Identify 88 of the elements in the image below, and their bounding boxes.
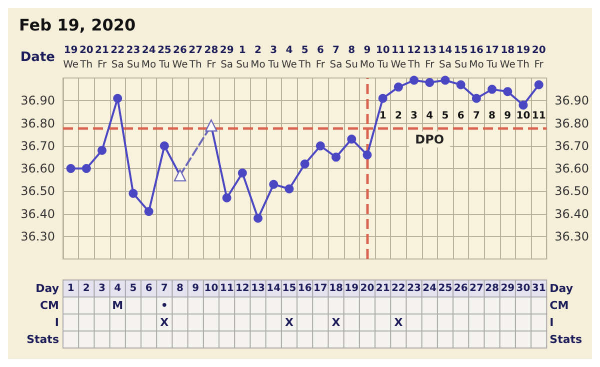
- point: [128, 188, 138, 198]
- point: [254, 214, 263, 223]
- point: [332, 152, 341, 162]
- point: [503, 87, 512, 96]
- x-tick-label: 4 We: [281, 45, 297, 70]
- y-tick-label: 36.90: [20, 94, 55, 108]
- annotation: DPO: [415, 132, 444, 147]
- point: [82, 164, 91, 173]
- y2-tick-label: 36.50: [554, 184, 590, 198]
- point: [238, 168, 247, 178]
- point: [222, 193, 232, 202]
- y-tick-label: 36.30: [20, 229, 55, 244]
- x-axis-title: Date: [20, 50, 56, 65]
- x-tick-label: 10 Tu: [376, 45, 390, 70]
- chart-title: Feb 19, 2020: [19, 16, 136, 34]
- x-tick-label: 1 Su: [236, 45, 249, 70]
- x-tick-label: 17 Tu: [485, 45, 500, 70]
- point: [98, 146, 107, 155]
- point: [378, 94, 388, 103]
- point: [440, 76, 450, 85]
- point: [300, 159, 310, 168]
- x-tick-label: 20 Fr: [532, 45, 546, 70]
- text: I: [550, 316, 554, 329]
- x-tick-label: 20 Th: [79, 45, 94, 70]
- x-tick-label: 22 Sa: [110, 45, 125, 70]
- x-tick-label: 21 Fr: [95, 45, 109, 70]
- x-tick-label: 18 We: [500, 45, 516, 70]
- x-tick-label: 24 Mo: [141, 45, 156, 70]
- point: [425, 78, 434, 88]
- x-tick-label: 14 Sa: [438, 45, 452, 70]
- point: [518, 100, 528, 110]
- x-tick-label: 16 Mo: [469, 45, 484, 70]
- point: [488, 84, 497, 94]
- x-tick-label: 11 We: [390, 45, 406, 70]
- x-tick-label: 13 Fr: [422, 45, 437, 70]
- text: Day: [36, 282, 59, 295]
- x-tick-label: 8 Su: [345, 45, 358, 70]
- x-tick-label: 29 Sa: [220, 45, 234, 70]
- text: Stats: [550, 333, 583, 346]
- y-tick-label: 36.70: [20, 138, 55, 153]
- y2-tick-label: 36.70: [554, 138, 590, 153]
- point: [66, 164, 76, 173]
- point: [456, 80, 466, 90]
- text: 1 2 3 4 5 6 7 8 9 10 11 12 13 14 15 16 17 18 19 20 21 22 23 24 25 26 27 28 29 30 31: [67, 283, 546, 294]
- x-tick-label: 23 Su: [126, 45, 140, 70]
- x-tick-label: 5 Th: [298, 45, 312, 70]
- y2-tick-label: 36.40: [554, 206, 590, 221]
- text: CM: [550, 299, 569, 312]
- y2-tick-label: 36.30: [554, 229, 590, 244]
- x-tick-label: 6 Fr: [316, 45, 326, 70]
- x-tick-label: 26 We: [172, 45, 188, 70]
- point: [316, 141, 325, 150]
- x-tick-label: 19 We: [63, 45, 79, 70]
- point: [144, 206, 154, 216]
- x-tick-label: 12 Th: [406, 45, 422, 70]
- point: [113, 94, 122, 103]
- y-tick-label: 36.50: [20, 184, 55, 198]
- y-tick-label: 36.60: [20, 162, 55, 176]
- point: [472, 94, 481, 103]
- text: Stats: [26, 333, 59, 346]
- x-tick-label: 9 Mo: [360, 45, 375, 70]
- point: [394, 82, 403, 92]
- y2-tick-label: 36.80: [554, 116, 590, 130]
- x-tick-label: 19 Th: [516, 45, 530, 70]
- text: I: [54, 316, 59, 329]
- point: [284, 184, 294, 194]
- text: Day: [550, 282, 574, 295]
- x-tick-label: 15 Su: [454, 45, 468, 70]
- x-tick-label: 27 Th: [188, 45, 203, 70]
- x-tick-label: 2 Mo: [250, 45, 266, 70]
- point: [347, 134, 356, 144]
- x-tick-label: 3 Tu: [267, 45, 280, 70]
- point: [410, 76, 419, 85]
- text: X X X X: [160, 316, 403, 329]
- y-tick-label: 36.40: [20, 206, 55, 221]
- y2-tick-label: 36.60: [554, 162, 590, 176]
- text: CM: [40, 299, 59, 312]
- y2-tick-label: 36.90: [554, 94, 590, 108]
- x-tick-label: 25 Tu: [157, 45, 172, 70]
- y-tick-label: 36.80: [20, 116, 55, 130]
- text: 1 2 3 4 5 6 7 8 9 10 11: [379, 110, 546, 122]
- point: [362, 150, 372, 160]
- text: M •: [112, 299, 168, 312]
- point: [269, 180, 278, 189]
- point: [160, 141, 169, 150]
- x-tick-label: 7 Sa: [330, 45, 342, 70]
- x-tick-label: 28 Fr: [204, 45, 218, 70]
- point: [534, 80, 544, 90]
